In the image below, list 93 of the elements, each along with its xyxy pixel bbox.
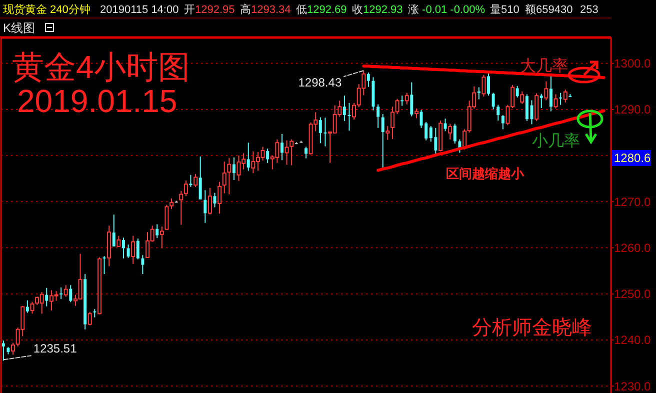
candlestick — [482, 74, 486, 98]
candlestick — [400, 95, 404, 106]
text: 253 — [580, 4, 598, 16]
candlestick — [453, 123, 456, 144]
text: 量510 — [490, 4, 520, 16]
candlestick — [2, 340, 5, 362]
y-tick-label: 1230.0 — [614, 379, 652, 393]
text: 高1293.34 — [240, 3, 291, 16]
candlestick — [381, 114, 384, 170]
text: 1280.6 — [614, 151, 652, 166]
candlestick — [60, 286, 63, 300]
text: 额659430 — [525, 3, 573, 16]
candlestick — [516, 85, 519, 98]
candlestick — [376, 104, 380, 128]
y-tick-label: 1240.0 — [614, 333, 652, 348]
candlestick — [487, 72, 490, 96]
candlestick — [559, 92, 562, 106]
text: 20190115 14:00 — [100, 4, 179, 16]
candlestick — [141, 254, 144, 275]
candlestick — [246, 142, 250, 172]
candlestick — [156, 224, 159, 239]
candlestick — [501, 114, 504, 130]
candlestick — [444, 118, 447, 132]
text: 2019.01.15 — [17, 83, 178, 119]
candlestick — [26, 300, 29, 314]
candlestick — [366, 72, 370, 88]
candlestick — [102, 256, 106, 275]
candlestick — [179, 190, 184, 226]
candlestick — [160, 226, 164, 249]
candlestick — [184, 180, 188, 197]
candlestick — [414, 108, 418, 119]
text: 收1292.93 — [352, 4, 403, 16]
text: 开1292.95 — [184, 4, 235, 16]
candlestick — [30, 301, 34, 314]
candlestick — [348, 102, 351, 132]
candlestick — [232, 156, 236, 180]
candlestick — [410, 82, 414, 117]
annotation: 区间越缩越小 — [446, 166, 525, 181]
candlestick — [284, 140, 289, 166]
candlestick — [544, 80, 548, 101]
candlestick — [93, 308, 96, 318]
candlestick — [492, 92, 495, 110]
y-tick-label: 1250.0 — [614, 287, 652, 302]
candlestick — [227, 157, 232, 195]
candlestick — [64, 284, 68, 298]
candlestick — [404, 92, 409, 105]
candlestick — [222, 161, 226, 194]
candlestick — [204, 190, 207, 224]
candlestick — [88, 311, 92, 326]
annotation: 1235.51 — [33, 342, 78, 356]
candlestick — [386, 126, 390, 140]
candlestick — [116, 235, 121, 248]
candlestick — [69, 284, 72, 303]
text: K线图 — [3, 21, 36, 35]
candlestick — [342, 95, 346, 122]
candlestick — [136, 238, 140, 260]
text: 现货黄金 240分钟 — [3, 3, 90, 16]
candlestick — [477, 86, 480, 100]
annotation: 分析师金晓峰 — [472, 317, 592, 339]
text: 低1292.69 — [296, 4, 347, 16]
candlestick — [496, 104, 500, 122]
candlestick — [45, 287, 48, 307]
y-tick-label: 1290.0 — [614, 102, 652, 117]
candlestick — [189, 174, 192, 188]
candlestick — [534, 92, 539, 122]
candlestick — [198, 156, 202, 200]
candlestick — [122, 237, 125, 259]
candlestick — [563, 89, 568, 104]
annotation: 小几率 — [532, 132, 580, 150]
annotation: 大几率 — [520, 57, 568, 75]
candlestick — [218, 181, 222, 214]
y-tick-label: 1300.0 — [614, 56, 652, 71]
candlestick — [208, 187, 212, 216]
candlestick — [304, 146, 308, 159]
text: 涨 -0.01 -0.00% — [408, 4, 486, 16]
candlestick — [126, 244, 130, 258]
candlestick — [266, 148, 270, 164]
candlestick — [525, 94, 528, 122]
candlestick — [520, 90, 524, 104]
candlestick — [554, 94, 558, 110]
candlestick — [280, 133, 284, 161]
candlestick — [131, 235, 136, 264]
candlestick — [540, 93, 543, 109]
annotation: 1298.43 — [298, 76, 342, 90]
candlestick — [194, 174, 198, 188]
candlestick — [112, 214, 116, 247]
y-tick-label: 1260.0 — [614, 240, 652, 255]
candlestick — [290, 138, 294, 166]
candlestick — [11, 342, 15, 356]
candlestick — [549, 75, 552, 112]
candlestick — [448, 123, 452, 140]
chart-title: 黄金4小时图 — [12, 49, 190, 85]
y-tick-label: 1270.0 — [614, 194, 652, 209]
